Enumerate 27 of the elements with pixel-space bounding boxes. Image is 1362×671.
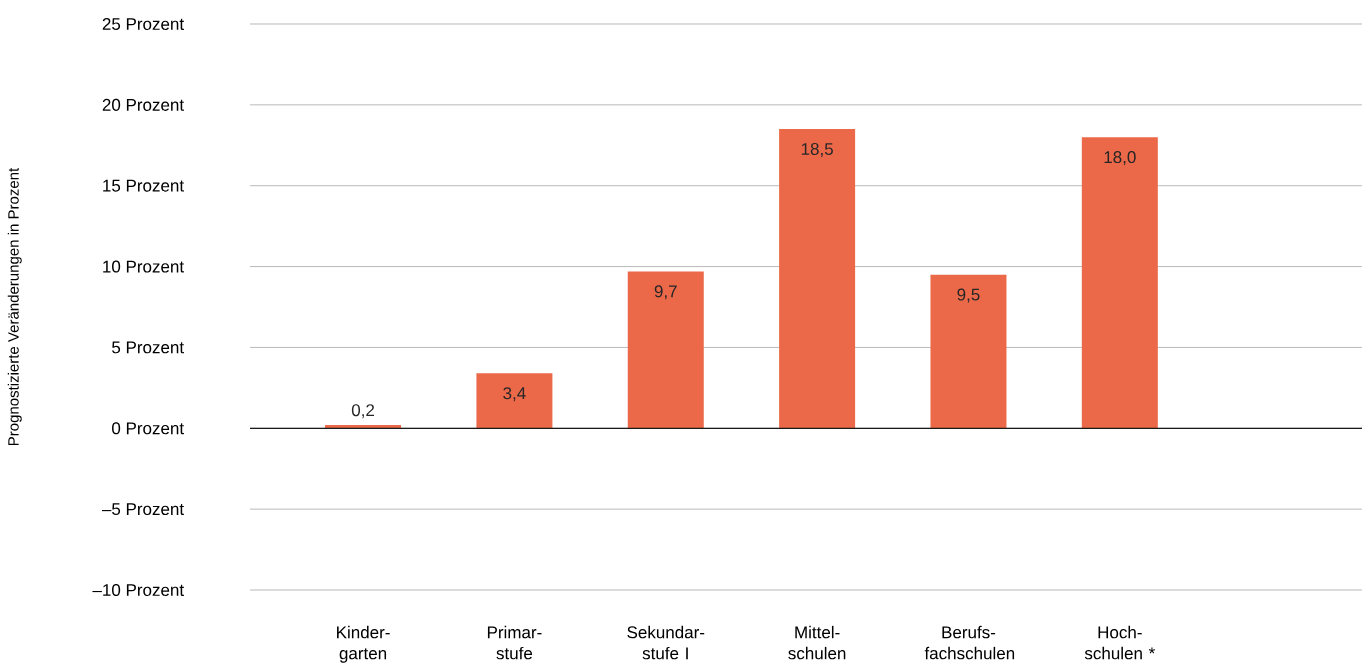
y-tick-label: 25 Prozent — [102, 17, 184, 31]
data-label: 3,4 — [503, 387, 526, 402]
data-label: 9,7 — [654, 285, 677, 300]
data-label: 0,2 — [351, 404, 375, 419]
x-tick-label: Mittel-schulen — [788, 625, 846, 660]
bar — [930, 274, 1007, 429]
bar — [325, 425, 402, 429]
x-tick-label: Kinder-garten — [337, 625, 390, 663]
y-tick-label: 10 Prozent — [103, 260, 184, 273]
y-tick-label: 20 Prozent — [102, 98, 184, 111]
data-label: 9,5 — [957, 288, 980, 303]
x-tick-label: Berufs-fachschulen — [924, 625, 1015, 660]
y-tick-label: 0 Prozent — [112, 422, 184, 435]
x-tick-label: Hoch-schulen * — [1084, 625, 1155, 660]
y-tick-label: –5 Prozent — [101, 503, 184, 516]
data-label: 18,0 — [1104, 151, 1136, 166]
bar — [476, 373, 553, 429]
bar — [779, 129, 856, 429]
y-tick-label: –10 Prozent — [92, 583, 184, 597]
bar — [627, 271, 704, 429]
y-tick-label: 15 Prozent — [103, 179, 184, 192]
data-label: 18,5 — [801, 142, 833, 158]
x-tick-label: Primar-stufe — [487, 625, 542, 660]
y-axis-title: Prognostizierte Veränderungen in Prozent — [7, 167, 22, 446]
bar — [1081, 137, 1158, 429]
y-tick-label: 5 Prozent — [112, 341, 184, 354]
x-tick-label: Sekundar-stufe I — [627, 625, 705, 660]
